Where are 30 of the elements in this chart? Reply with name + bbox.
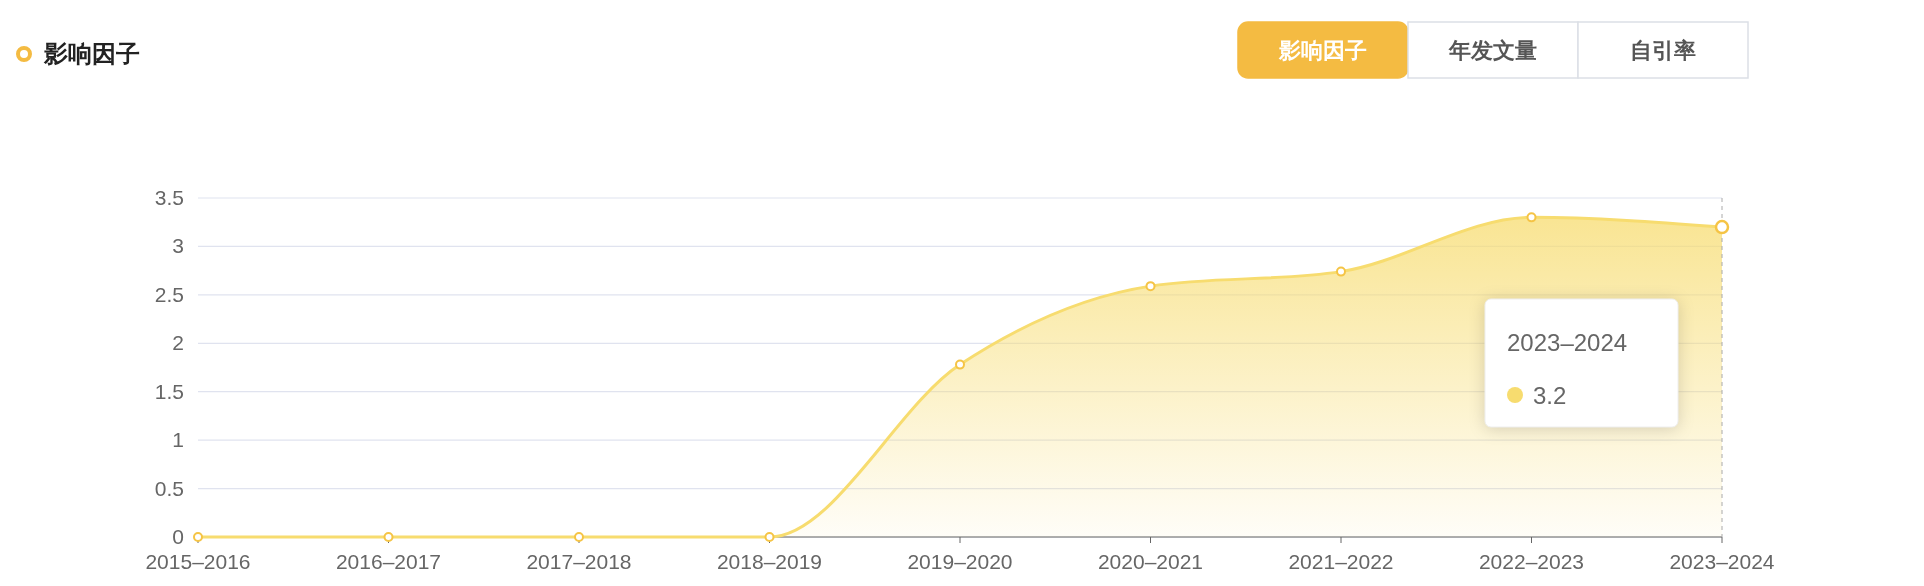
y-tick-label: 3 [172, 234, 184, 258]
x-tick-label: 2015–2016 [145, 550, 251, 573]
point [764, 532, 775, 542]
y-tick-label: 2 [172, 331, 184, 355]
y-tick-label: 1 [172, 428, 184, 452]
x-tick-label: 2021–2022 [1288, 550, 1394, 573]
x-tick-label: 2020–2021 [1097, 550, 1204, 573]
x-tick-label: 2019–2020 [907, 550, 1013, 573]
text: 影响因子 [1278, 38, 1367, 63]
text: 自引率 [1630, 38, 1696, 63]
point [383, 532, 394, 542]
text: 年发文量 [1448, 38, 1537, 63]
point [574, 532, 584, 542]
x-tick-label: 2018–2019 [716, 550, 823, 573]
y-tick-label: 0 [172, 525, 184, 548]
y-tick-label: 1.5 [154, 379, 184, 403]
annotation: 3.2 [1533, 382, 1567, 409]
point [1145, 281, 1156, 292]
annotation: 2023–2024 [1507, 329, 1628, 356]
x-tick-label: 2016–2017 [335, 550, 442, 573]
x-tick-label: 2023–2024 [1669, 550, 1775, 573]
chart-title: 影响因子 [43, 40, 140, 68]
point [1336, 266, 1346, 277]
y-tick-label: 3.5 [154, 186, 184, 209]
x-tick-label: 2022–2023 [1478, 550, 1585, 573]
y-tick-label: 0.5 [154, 476, 184, 500]
point [1526, 212, 1537, 223]
y-tick-label: 2.5 [154, 282, 184, 306]
x-tick-label: 2017–2018 [526, 550, 632, 573]
point [955, 359, 965, 370]
